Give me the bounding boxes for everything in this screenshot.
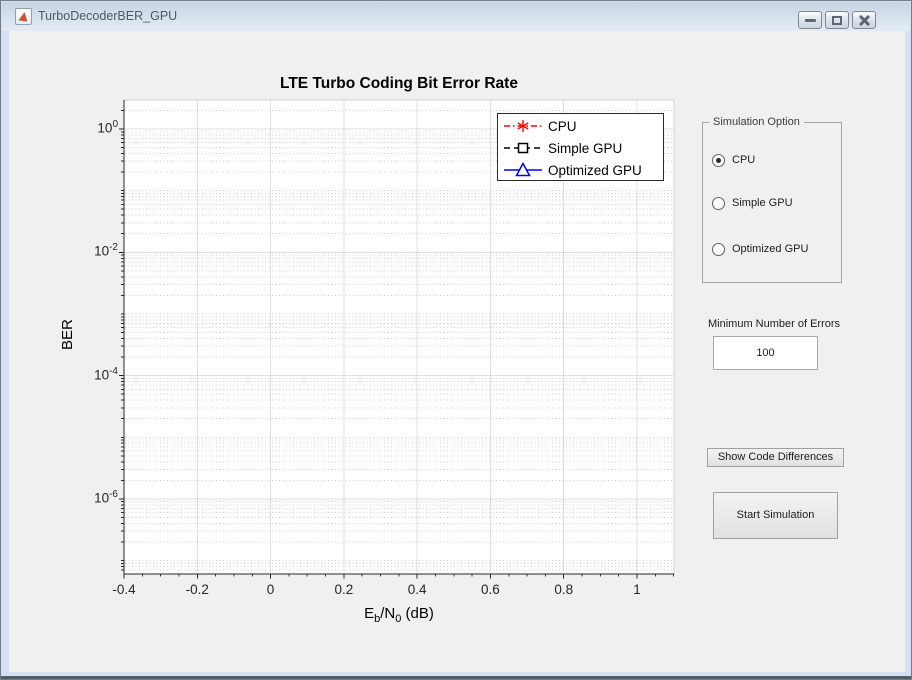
min-errors-label: Minimum Number of Errors [708, 318, 841, 330]
close-icon [858, 14, 871, 27]
x-tick-label: 0.6 [481, 582, 500, 597]
maximize-button[interactable] [825, 11, 849, 29]
window-bottom-edge [1, 676, 911, 679]
min-errors-input[interactable]: 100 [713, 336, 818, 370]
radio-option-simple-gpu[interactable]: Simple GPU [712, 196, 793, 210]
legend-item-optimized-gpu[interactable]: Optimized GPU [498, 159, 663, 181]
simulation-option-group: Simulation Option [702, 116, 842, 283]
start-simulation-button[interactable]: Start Simulation [713, 492, 838, 539]
x-tick-label: 0.2 [334, 582, 354, 597]
legend-label: Simple GPU [548, 140, 623, 156]
x-tick-label: -0.4 [112, 582, 136, 597]
radio-label: CPU [732, 154, 756, 166]
legend-label: Optimized GPU [548, 162, 642, 178]
y-tick-label: 100 [97, 119, 118, 136]
x-tick-labels: -0.4 -0.2 0 0.2 0.4 0.6 0.8 1 [1, 582, 911, 598]
triangle-marker-icon [504, 161, 542, 177]
legend-label: CPU [548, 118, 577, 134]
plot-title: LTE Turbo Coding Bit Error Rate [280, 75, 518, 92]
legend-item-simple-gpu[interactable]: Simple GPU [498, 137, 663, 159]
x-tick-label: 0.8 [554, 582, 574, 597]
x-tick-label: 0.4 [407, 582, 427, 597]
minimize-icon [804, 18, 816, 22]
close-button[interactable] [852, 11, 876, 29]
x-axis-label-segment: (dB) [401, 605, 434, 622]
plot-axes [119, 99, 675, 579]
titlebar[interactable]: TurboDecoderBER_GPU [2, 2, 910, 31]
y-tick-label: 10-4 [94, 365, 118, 383]
plot-legend[interactable]: CPU Simple GPU Optimized GPU [497, 113, 664, 181]
show-code-differences-button[interactable]: Show Code Differences [707, 448, 844, 467]
maximize-icon [832, 15, 842, 25]
x-axis-label-segment: 0 [395, 613, 402, 625]
y-axis-label: BER [59, 319, 76, 351]
radio-label: Simple GPU [732, 197, 793, 209]
y-tick-labels: 100 10-2 10-4 10-6 [56, 1, 118, 679]
group-title: Simulation Option [709, 116, 804, 128]
radio-unselected-icon[interactable] [712, 196, 725, 210]
x-tick-label: 0 [266, 582, 275, 597]
radio-unselected-icon[interactable] [712, 242, 725, 256]
y-tick-label: 10-6 [94, 488, 118, 506]
asterisk-marker-icon [504, 120, 542, 132]
legend-item-cpu[interactable]: CPU [498, 115, 663, 137]
radio-selected-icon[interactable] [712, 153, 725, 167]
y-tick-label: 10-2 [94, 242, 118, 259]
x-tick-label: -0.2 [185, 582, 209, 597]
matlab-logo-icon [15, 8, 32, 25]
x-tick-label: 1 [633, 582, 641, 597]
radio-option-optimized-gpu[interactable]: Optimized GPU [712, 242, 808, 256]
radio-option-cpu[interactable]: CPU [712, 153, 755, 167]
minimize-button[interactable] [798, 11, 822, 29]
x-axis-label-segment: E [364, 605, 375, 622]
radio-label: Optimized GPU [732, 243, 809, 255]
x-axis-label-segment: /N [380, 605, 396, 622]
window-title: TurboDecoderBER_GPU [38, 9, 178, 23]
square-marker-icon [504, 142, 542, 154]
x-axis-label: Eb/N0 (dB) [124, 605, 674, 625]
x-axis-label-segment: b [374, 613, 381, 625]
